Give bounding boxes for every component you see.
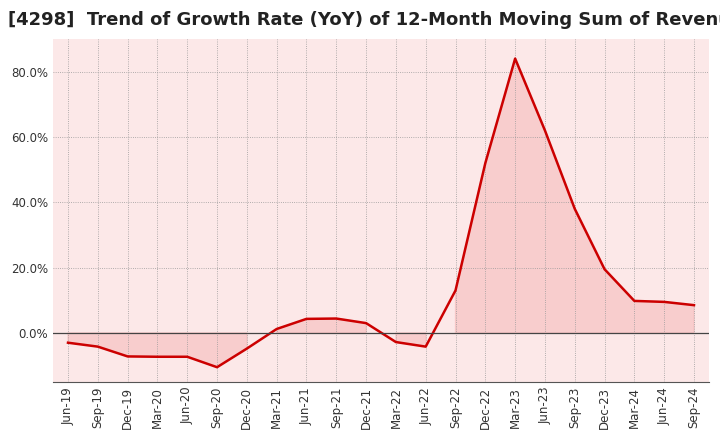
Title: [4298]  Trend of Growth Rate (YoY) of 12-Month Moving Sum of Revenues: [4298] Trend of Growth Rate (YoY) of 12-… bbox=[8, 11, 720, 29]
